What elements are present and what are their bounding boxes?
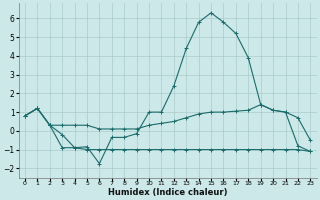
X-axis label: Humidex (Indice chaleur): Humidex (Indice chaleur) — [108, 188, 228, 197]
